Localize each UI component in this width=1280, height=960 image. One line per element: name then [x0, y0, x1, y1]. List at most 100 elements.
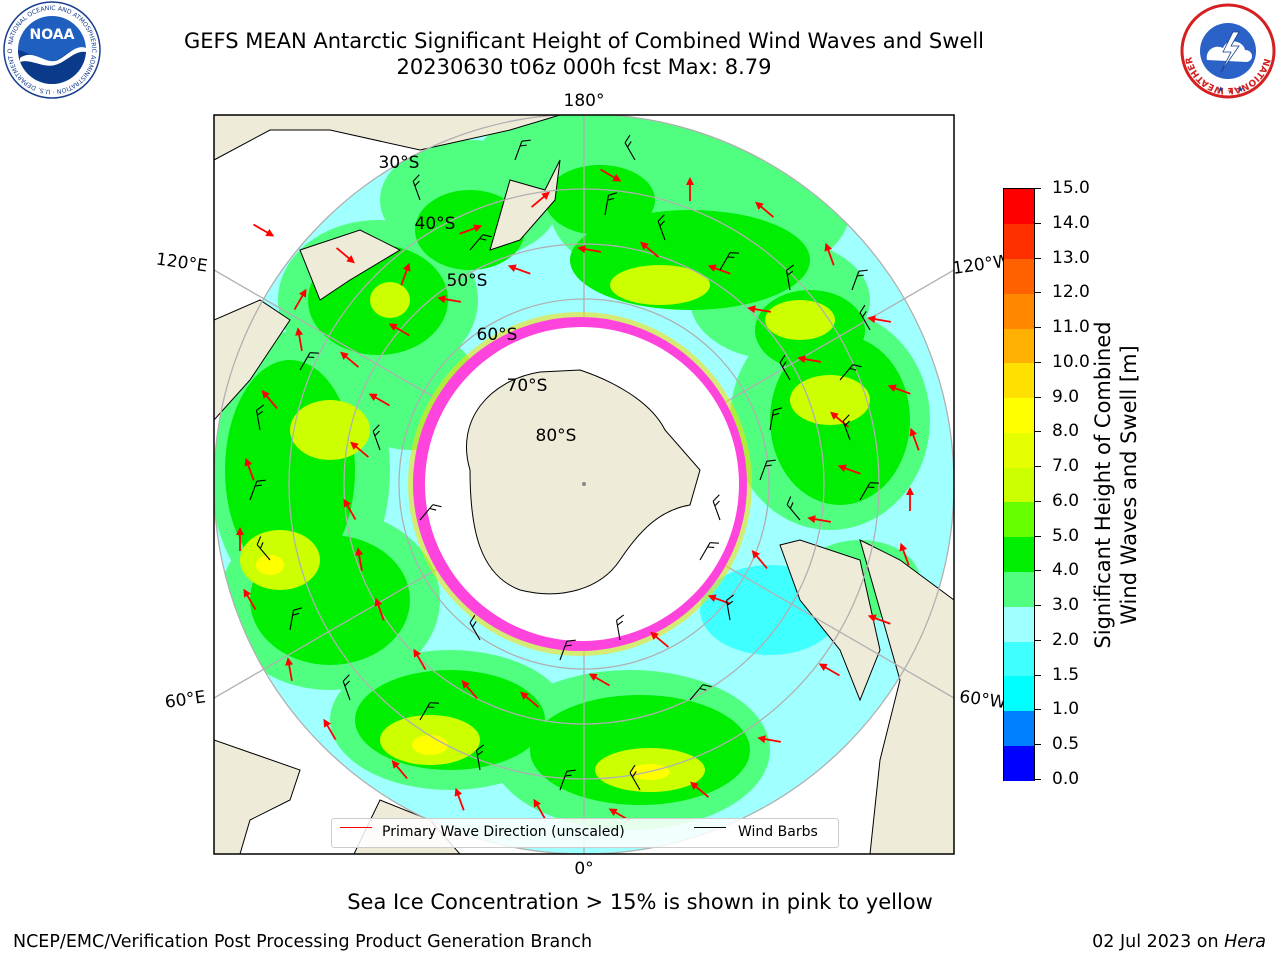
wind-barb	[299, 352, 319, 371]
colorbar-tick-label: 3.0	[1052, 595, 1080, 616]
wind-barbs-legend-label: Wind Barbs	[738, 824, 818, 840]
wave-arrow	[650, 631, 670, 648]
colorbar-tick	[1034, 535, 1041, 537]
wind-barb	[689, 684, 712, 701]
colorbar-tick	[1034, 709, 1041, 711]
wind-barb	[615, 614, 625, 641]
wave-arrow	[867, 315, 891, 324]
map-frame	[213, 114, 955, 855]
wave-arrow	[323, 718, 337, 740]
colorbar-tick-label: 15.0	[1052, 178, 1090, 198]
svg-text:★: ★	[1227, 87, 1234, 96]
lon-label-120e: 120°E	[155, 250, 209, 277]
colorbar-tick-label: 2.0	[1052, 629, 1080, 650]
colorbar-segment	[1004, 258, 1034, 294]
colorbar-tick	[1034, 396, 1041, 398]
wave-arrow	[588, 673, 610, 687]
wave-arrow	[343, 498, 357, 520]
date-text: 02 Jul 2023 on	[1092, 932, 1219, 952]
wave-arrow	[340, 351, 360, 368]
wave-band-6m	[765, 300, 835, 340]
wind-barb	[255, 404, 265, 431]
lon-label-60w: 60°W	[958, 687, 1007, 713]
wave-band-6m	[790, 375, 870, 425]
wave-arrow	[640, 241, 660, 258]
wave-arrow	[577, 245, 601, 254]
wind-barb	[786, 496, 801, 521]
colorbar-tick-label: 0.5	[1052, 734, 1080, 755]
wave-arrow	[824, 242, 835, 266]
colorbar-segment	[1004, 362, 1034, 399]
wind-barb	[769, 407, 783, 431]
wind-barb	[514, 139, 531, 161]
wave-band-8m	[412, 735, 448, 755]
colorbar-tick-label: 0.0	[1052, 769, 1080, 789]
wave-arrow	[459, 224, 483, 235]
wave-arrow	[520, 691, 540, 708]
lat-label-70s: 70°S	[507, 376, 548, 396]
colorbar-tick	[1034, 674, 1041, 676]
wind-barb	[629, 764, 641, 791]
wave-arrow	[243, 588, 257, 610]
lon-label-180: 180°	[564, 91, 605, 111]
wave-arrow	[507, 264, 531, 275]
wave-arrow	[818, 663, 840, 677]
colorbar-tick-label: 10.0	[1052, 351, 1090, 372]
wind-barb	[785, 264, 795, 291]
colorbar	[1003, 188, 1035, 781]
wind-barb	[851, 269, 868, 291]
lon-label-60e: 60°E	[164, 687, 207, 712]
svg-text:★: ★	[1237, 85, 1244, 94]
colorbar-segment	[1004, 397, 1034, 433]
colorbar-tick-label: 5.0	[1052, 525, 1080, 546]
lat-label-60s: 60°S	[477, 325, 518, 345]
wave-band-8m	[256, 555, 284, 575]
wave-arrow	[350, 441, 370, 458]
wave-arrow	[600, 168, 622, 182]
land-australia	[299, 229, 402, 301]
wave-band-6m	[290, 400, 370, 460]
wave-arrow	[253, 223, 275, 237]
wave-band-4m	[545, 165, 655, 235]
wave-arrow	[867, 614, 891, 625]
wave-arrow	[461, 680, 478, 700]
wave-arrow	[355, 547, 364, 571]
colorbar-segment	[1004, 223, 1034, 260]
wave-arrow	[533, 798, 547, 820]
wind-barb	[289, 607, 303, 631]
colorbar-tick-label: 6.0	[1052, 490, 1080, 511]
wave-arrow	[909, 427, 920, 451]
colorbar-segment	[1004, 293, 1034, 329]
land-outer-sw	[214, 739, 301, 854]
wind-barb	[759, 459, 776, 481]
wind-barbs-legend-swatch	[694, 827, 726, 828]
wind-barb	[725, 594, 735, 621]
colorbar-tick	[1034, 466, 1041, 468]
wind-barb	[842, 414, 851, 441]
wind-barb	[256, 536, 271, 561]
wave-arrow	[391, 760, 408, 780]
colorbar-tick	[1034, 222, 1041, 224]
lat-label-40s: 40°S	[415, 214, 456, 234]
colorbar-tick-label: 13.0	[1052, 247, 1090, 268]
wave-arrow	[413, 648, 427, 670]
nws-logo: NATIONAL WEATHER SERVICE ★ ★ ★	[1177, 2, 1276, 99]
wind-barb	[657, 214, 666, 241]
colorbar-tick	[1034, 327, 1041, 329]
colorbar-segment	[1004, 467, 1034, 503]
wave-arrow	[747, 305, 771, 314]
wave-arrow	[374, 597, 385, 621]
wave-direction-arrows	[236, 168, 920, 822]
lat-label-80s: 80°S	[536, 426, 577, 446]
wind-barb	[475, 744, 485, 771]
antarctica-outline	[466, 369, 701, 595]
wind-barb	[779, 354, 791, 381]
colorbar-segment	[1004, 432, 1034, 468]
chart-title: GEFS MEAN Antarctic Significant Height o…	[183, 29, 985, 53]
wave-band-6m	[370, 282, 410, 318]
noaa-logo: NATIONAL OCEANIC AND ATMOSPHERIC ADMINIS…	[2, 0, 101, 99]
credit-text: NCEP/EMC/Verification Post Processing Pr…	[13, 932, 593, 952]
wind-barb	[604, 192, 618, 216]
wave-arrow	[437, 295, 461, 304]
